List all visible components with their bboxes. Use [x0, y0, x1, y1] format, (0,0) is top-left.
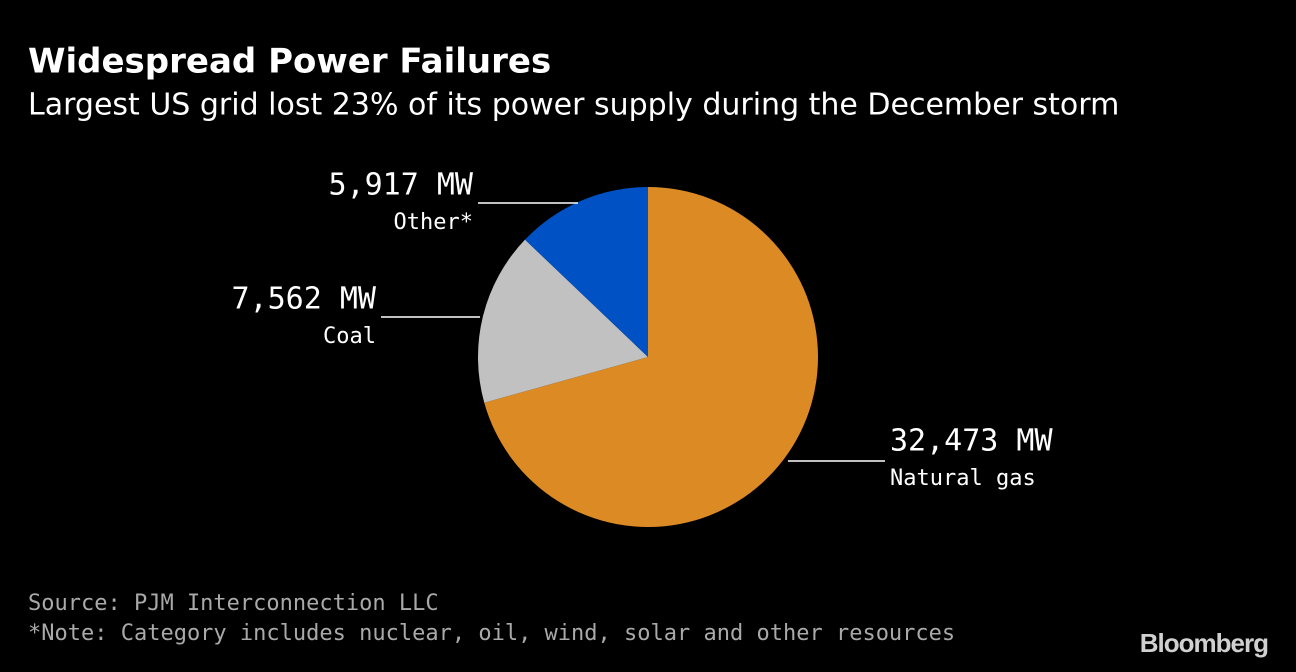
pie-slice — [478, 239, 648, 403]
value-label: 5,917 MW — [329, 168, 474, 203]
category-label: Natural gas — [890, 466, 1036, 491]
chart-subtitle: Largest US grid lost 23% of its power su… — [28, 88, 1119, 123]
value-label: 32,473 MW — [890, 424, 1053, 459]
pie-slice — [524, 187, 648, 357]
source: Source: PJM Interconnection LLC — [28, 591, 439, 616]
chart-title: Widespread Power Failures — [28, 42, 551, 82]
note: *Note: Category includes nuclear, oil, w… — [28, 621, 955, 646]
pie-slice — [484, 187, 818, 527]
category-label: Coal — [323, 324, 376, 349]
logo: Bloomberg — [1140, 628, 1268, 658]
category-label: Other* — [394, 210, 473, 235]
value-label: 7,562 MW — [232, 282, 377, 317]
